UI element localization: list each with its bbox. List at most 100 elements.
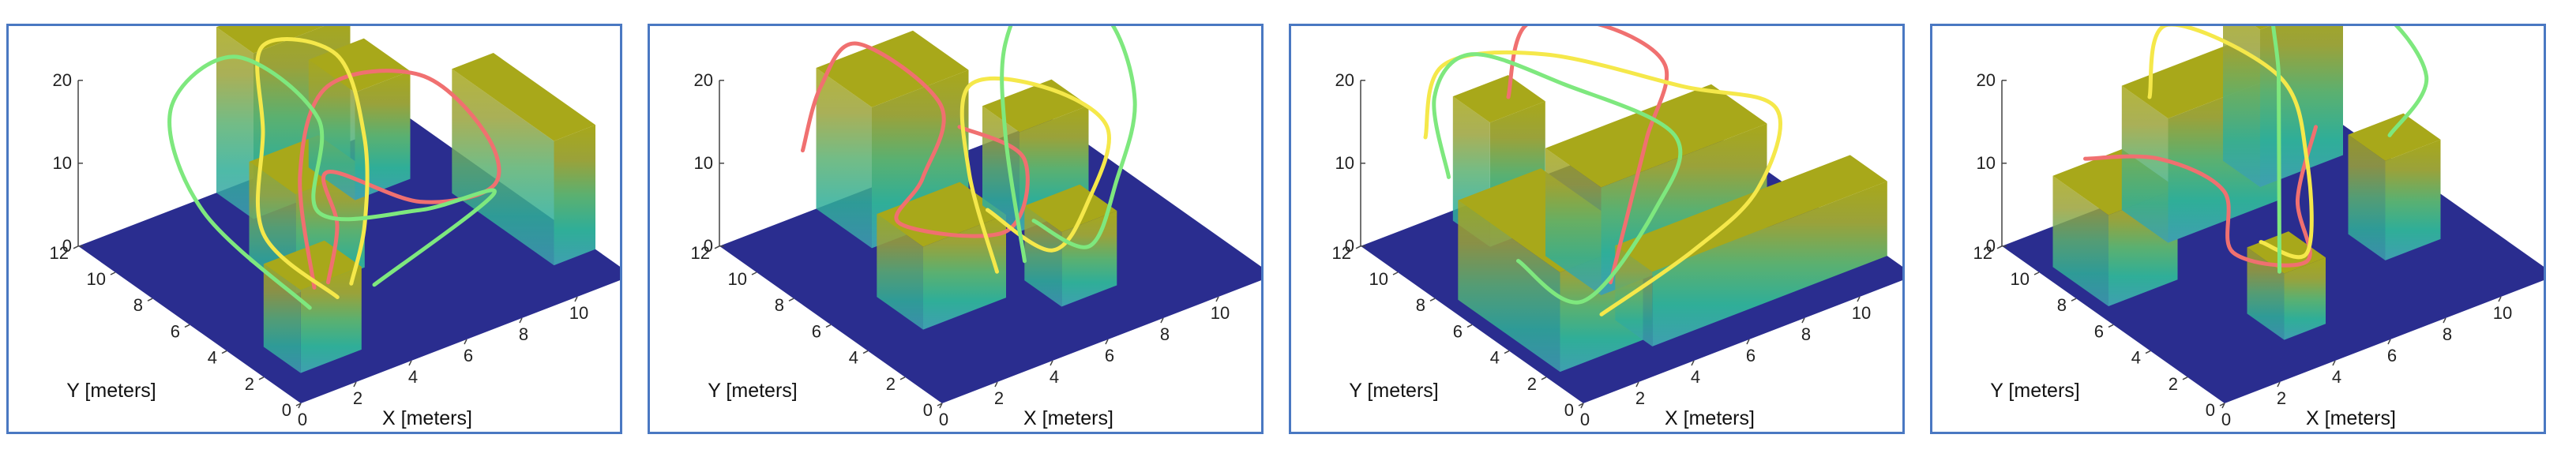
obstacle-top-face [2348,113,2441,161]
y-tick-label: 10 [1369,269,1388,289]
y-tick-label: 10 [87,269,106,289]
y-tick-mark [1578,403,1584,406]
x-tick-label: 10 [1852,303,1871,323]
y-tick-label: 8 [2057,295,2067,315]
obstacle-side-face [452,69,554,266]
y-tick-label: 12 [1332,243,1351,263]
x-tick-label: 0 [939,410,948,429]
y-tick-label: 2 [1527,374,1537,394]
y-axis-label: Y [meters] [1349,380,1438,402]
y-tick-label: 0 [282,400,291,420]
y-tick-label: 12 [1973,243,1992,263]
y-tick-mark [2219,403,2225,406]
trajectory-green [1432,52,1683,305]
x-tick-label: 2 [353,388,362,408]
x-tick-label: 10 [1211,303,1230,323]
x-axis-label: X [meters] [382,407,472,429]
trajectory-red [801,41,1030,238]
x-tick-mark [464,339,468,345]
y-tick-label: 10 [728,269,747,289]
y-tick-mark [937,403,943,406]
y-tick-label: 4 [2131,348,2141,368]
x-tick-label: 0 [298,410,307,429]
trajectory-yellow [959,76,1112,274]
chart-panel-2: 0 10 20 0 2 4 6 8 10 0 2 4 6 8 10 12 X [meters] Y [meters… [648,24,1264,434]
x-tick-label: 8 [2443,324,2452,344]
chart-1: 0 10 20 0 2 4 6 8 10 0 2 4 6 8 10 12 X [meters] Y [meters… [50,26,620,429]
obstacle-front-face [554,125,595,266]
y-tick-label: 12 [50,243,69,263]
x-tick-label: 4 [408,367,418,387]
z-tick-label: 20 [694,70,713,90]
x-tick-mark [408,360,412,366]
y-tick-label: 2 [245,374,254,394]
trajectory-green [2271,26,2429,274]
y-tick-mark [1392,272,1399,275]
x-tick-label: 8 [519,324,528,344]
x-tick-mark [2332,360,2336,366]
y-tick-mark [714,245,720,249]
z-tick-label: 0 [1986,236,1996,256]
x-axis-label: X [meters] [2306,407,2396,429]
obstacle-side-face [2121,85,2169,243]
trajectory-red [298,69,501,290]
chart-panel-1: 0 10 20 0 2 4 6 8 10 0 2 4 6 8 10 12 X [meters] Y [meters… [6,24,622,434]
obstacle-side-face [1458,200,1560,373]
x-tick-mark [1215,296,1219,302]
x-tick-label: 8 [1801,324,1811,344]
x-tick-label: 6 [2387,346,2397,365]
obstacle-side-face [216,27,253,219]
x-tick-mark [1050,360,1053,366]
chart-panel-3: 0 10 20 0 2 4 6 8 10 0 2 4 6 8 10 12 X [meters] Y [meters… [1289,24,1905,434]
chart-3: 0 10 20 0 2 4 6 8 10 0 2 4 6 8 10 12 X [meters] Y [meters… [1332,26,1902,429]
y-tick-mark [751,272,757,275]
y-axis-label: Y [meters] [66,380,156,402]
obstacle-block [2348,113,2441,260]
trajectory-red [2083,125,2318,268]
y-tick-label: 4 [208,348,217,368]
y-tick-label: 4 [849,348,858,368]
x-tick-label: 2 [994,388,1004,408]
obstacle-side-face [2348,134,2386,260]
obstacle-top-face [1615,155,1887,272]
y-tick-mark [2033,272,2040,275]
obstacle-top-face [452,53,595,141]
z-tick-label: 10 [53,153,72,173]
obstacle-side-face [816,68,872,249]
y-tick-mark [110,272,116,275]
x-tick-label: 2 [2277,388,2286,408]
z-tick-label: 0 [1345,236,1354,256]
y-tick-mark [1541,376,1547,380]
x-tick-mark [994,381,998,388]
x-tick-label: 8 [1160,324,1170,344]
y-tick-label: 6 [171,321,180,341]
y-tick-label: 0 [1564,400,1574,420]
obstacle-block [452,53,595,266]
y-tick-mark [2182,376,2188,380]
y-tick-mark [862,350,869,354]
y-tick-label: 10 [2011,269,2030,289]
x-tick-label: 2 [1635,388,1645,408]
z-tick-label: 20 [1335,70,1354,90]
chart-4: 0 10 20 0 2 4 6 8 10 0 2 4 6 8 10 12 X [meters] Y [meters… [1973,26,2544,429]
y-tick-label: 4 [1490,348,1500,368]
trajectory-green [167,54,497,310]
x-axis-label: X [meters] [1023,407,1113,429]
y-tick-mark [1355,245,1361,249]
obstacle-top-face [816,30,969,107]
obstacle-front-face [1652,181,1887,346]
y-tick-label: 8 [1416,295,1425,315]
y-tick-mark [899,376,906,380]
obstacle-front-face [923,215,1006,330]
x-tick-mark [1801,317,1805,324]
obstacle-side-face [1615,245,1653,346]
y-tick-mark [825,324,832,328]
x-tick-mark [1746,339,1750,345]
x-tick-mark [1105,339,1109,345]
x-tick-mark [1160,317,1164,324]
y-tick-mark [2145,350,2151,354]
obstacle-front-face [2284,257,2326,340]
obstacle-side-face [877,214,923,330]
y-tick-label: 6 [812,321,821,341]
x-tick-mark [1691,360,1695,366]
